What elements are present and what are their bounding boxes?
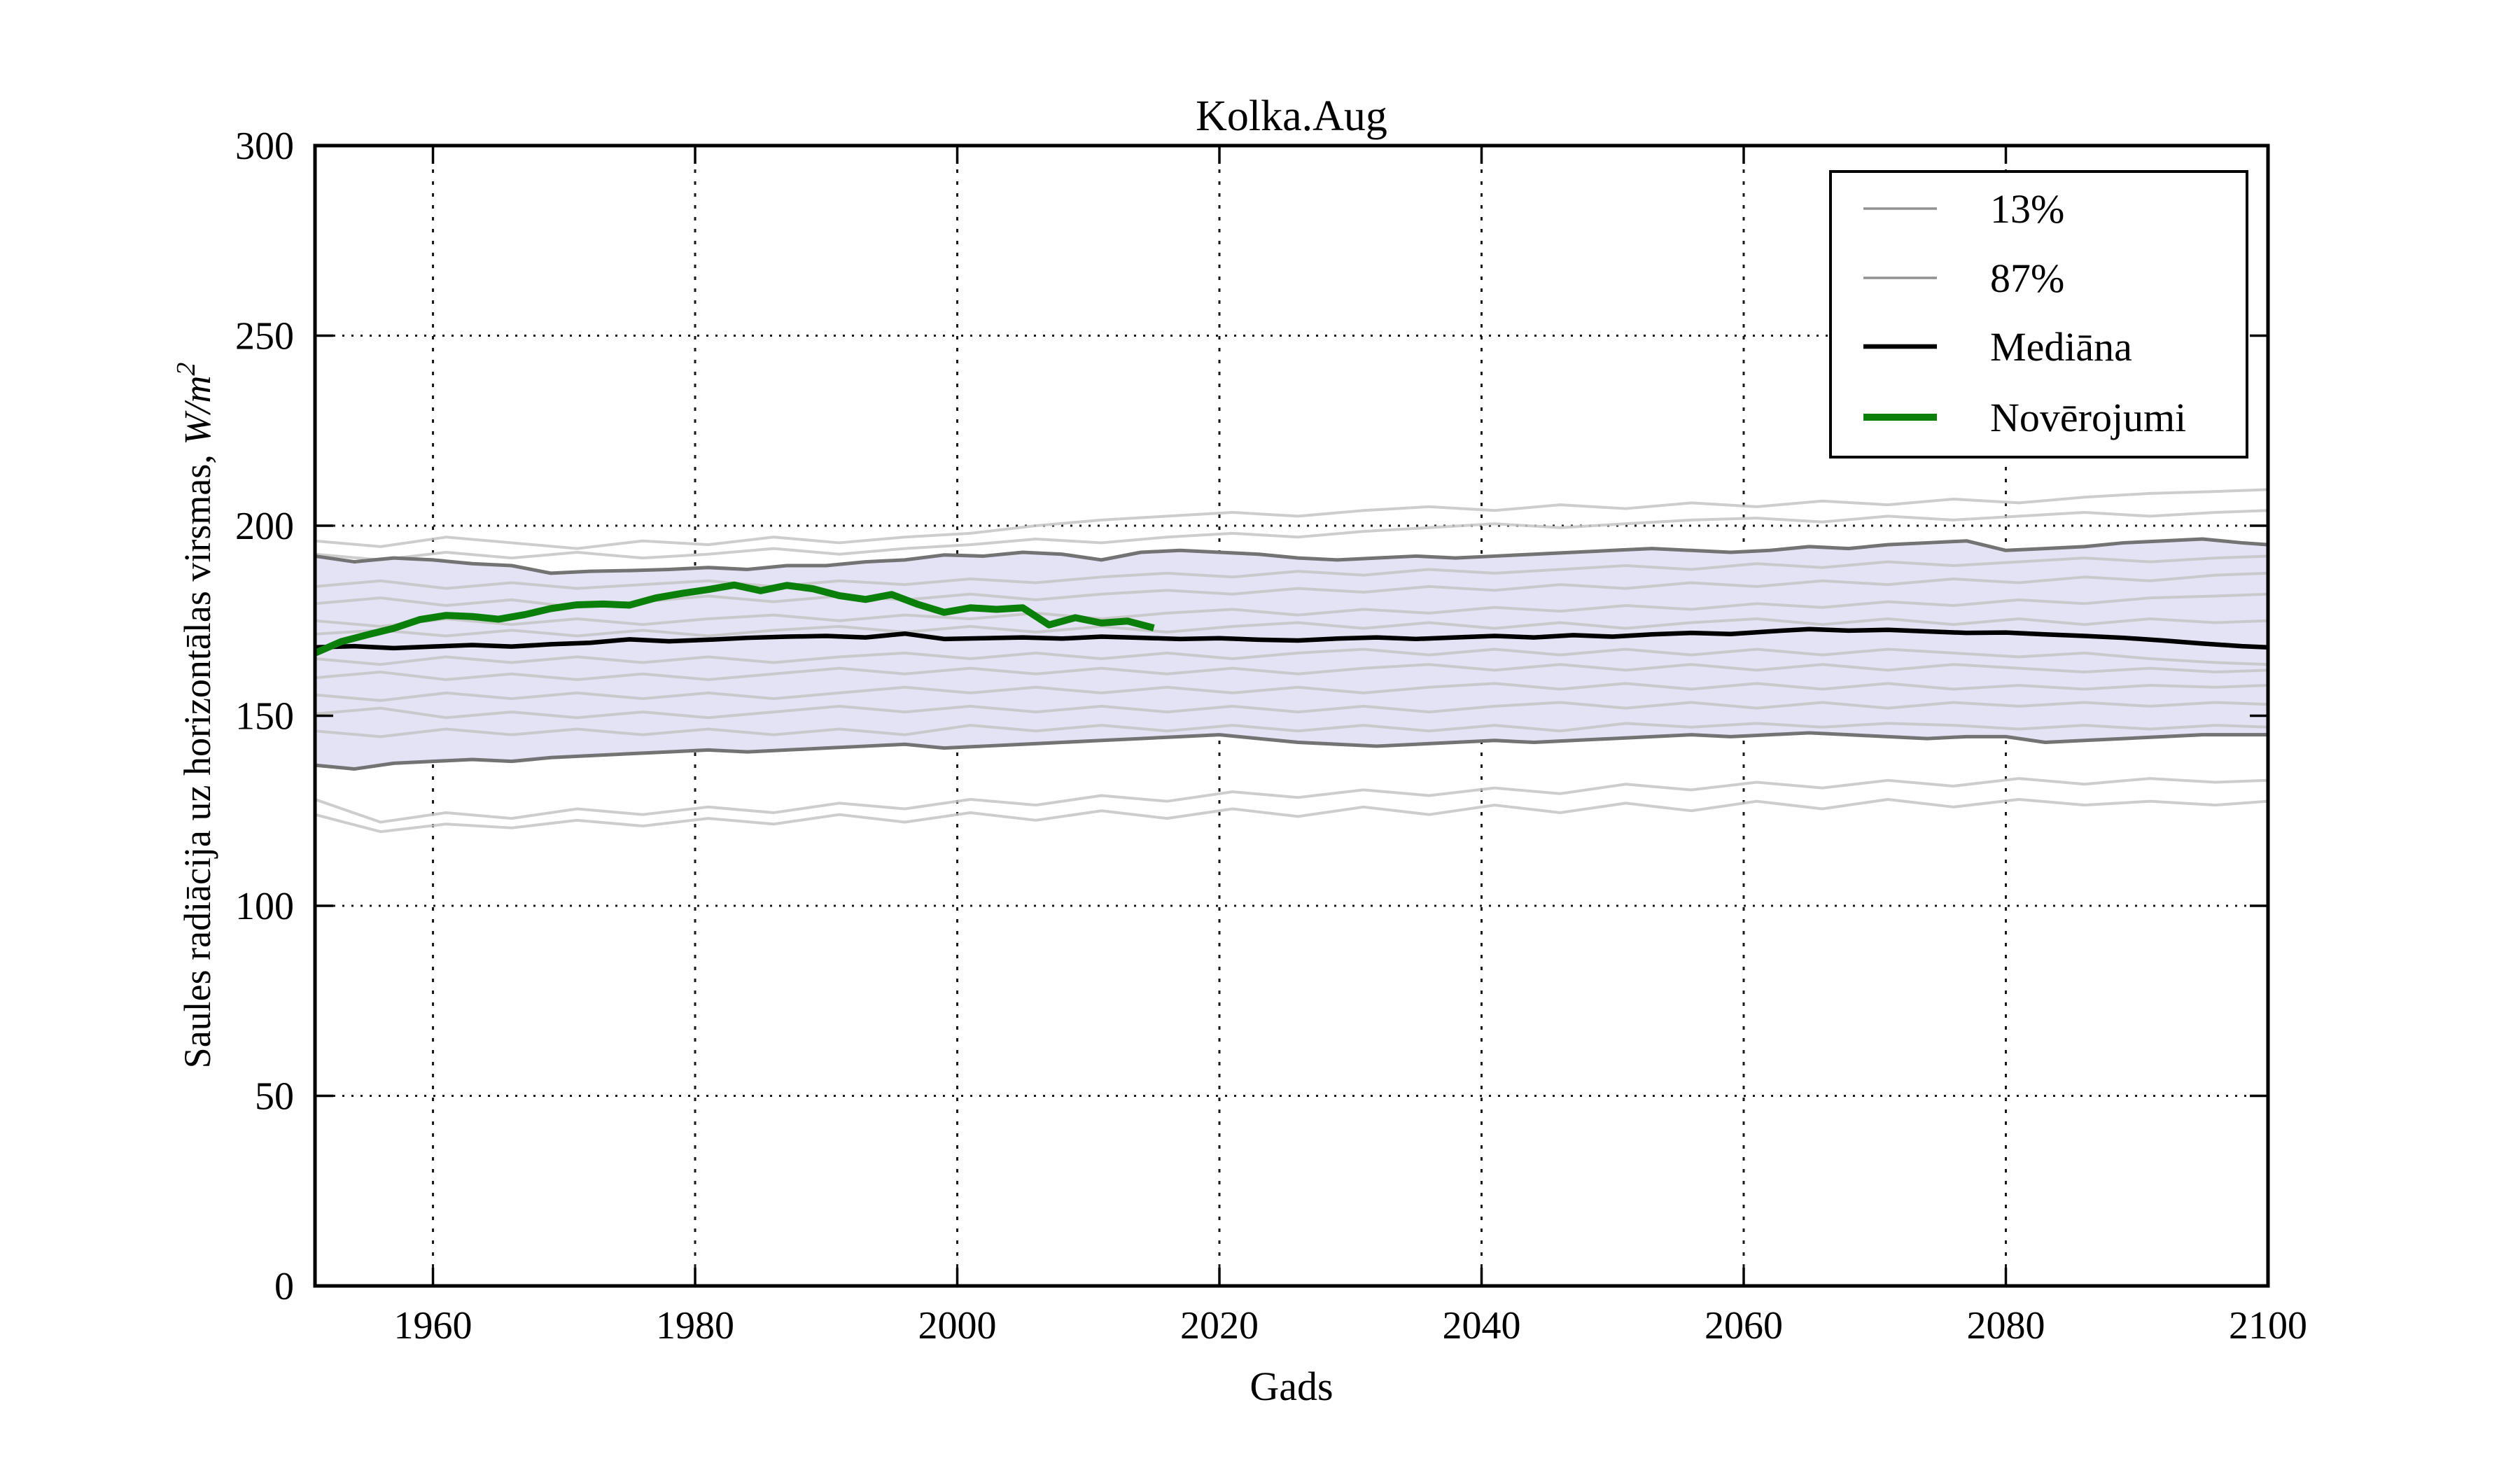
ensemble-line (314, 592, 2269, 628)
legend-label: Mediāna (1990, 324, 2132, 370)
y-axis-label-text: Saules radiācija uz horizontālas virsmas… (176, 445, 218, 1069)
ensemble-line (314, 797, 2269, 834)
y-tick-label: 150 (235, 695, 294, 738)
legend-label: 13% (1990, 186, 2064, 232)
x-tick-label: 2080 (1967, 1304, 2045, 1348)
y-axis-unit-exponent: 2 (172, 363, 201, 376)
x-tick-label: 1980 (656, 1304, 734, 1348)
axes-frame (313, 144, 2270, 1288)
ensemble-line (314, 682, 2269, 702)
x-tick-label: 2040 (1443, 1304, 1521, 1348)
percentile-lower-line (314, 731, 2268, 771)
ensemble-line (314, 617, 2269, 638)
legend-label: Novērojumi (1990, 395, 2186, 440)
ensemble-line (314, 648, 2269, 666)
x-axis-label: Gads (1250, 1364, 1333, 1409)
legend-box (1829, 170, 2248, 458)
tick-labels: 1960 1980 2000 2020 2040 2060 2080 2100 0 50 100 15… (235, 125, 2307, 1348)
legend: 13% 87% Mediāna Novērojumi (1829, 170, 2248, 458)
y-tick-label: 50 (255, 1075, 294, 1119)
ensemble-line (314, 554, 2269, 590)
ensemble-line (314, 777, 2269, 824)
y-axis-label: Saules radiācija uz horizontālas virsmas… (172, 363, 218, 1069)
x-tick-label: 2000 (918, 1304, 997, 1348)
ensemble-line (314, 722, 2269, 738)
x-tick-label: 2060 (1704, 1304, 1783, 1348)
y-tick-label: 200 (235, 505, 294, 548)
y-tick-label: 250 (235, 315, 294, 358)
ensemble-line (314, 509, 2269, 561)
chart-title: Kolka.Aug (1196, 92, 1387, 140)
legend-label: 87% (1990, 255, 2064, 301)
ensemble-line (314, 488, 2269, 550)
x-tick-label: 1960 (394, 1304, 472, 1348)
x-tick-label: 2020 (1180, 1304, 1259, 1348)
y-tick-label: 300 (235, 125, 294, 168)
y-axis-unit: W/m (176, 376, 218, 445)
percentile-upper-line (314, 537, 2269, 575)
x-tick-label: 2100 (2229, 1304, 2307, 1348)
ensemble-line (314, 701, 2269, 720)
y-tick-label: 100 (235, 885, 294, 928)
ensemble-line (314, 663, 2269, 681)
median-line (314, 626, 2269, 651)
y-tick-label: 0 (274, 1265, 294, 1308)
data-series (314, 488, 2269, 834)
observations-line (314, 581, 1155, 657)
